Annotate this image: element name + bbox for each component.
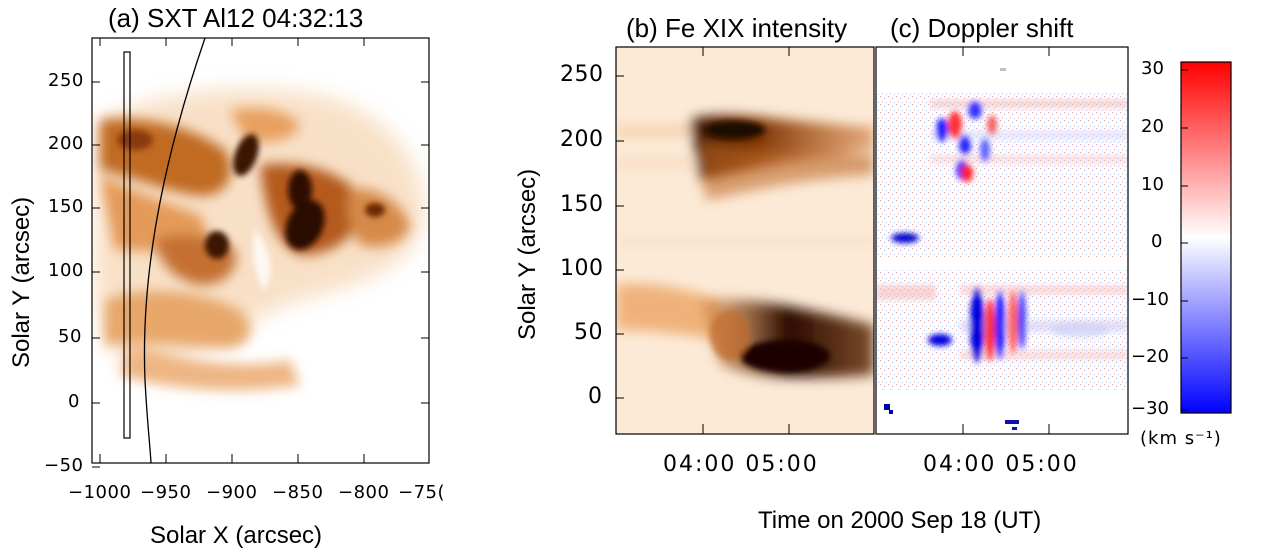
solar-limb-arc xyxy=(143,37,206,464)
panel-c-ticks xyxy=(962,47,1050,434)
colorbar-tick: 30 xyxy=(1141,58,1164,79)
panel-b-ylabel: Solar Y (arcsec) xyxy=(514,168,541,340)
panel-b-ytick: 250 xyxy=(560,62,604,87)
shared-xlabel: Time on 2000 Sep 18 (UT) xyxy=(758,507,1042,534)
colorbar-tick: 0 xyxy=(1151,231,1163,252)
panel-c-title: (c) Doppler shift xyxy=(890,13,1074,43)
slit-box xyxy=(123,51,131,439)
panel-a-ytick: 250 xyxy=(48,70,84,91)
panel-b-ytick: 50 xyxy=(574,320,603,345)
panel-a-xtick: −1000 xyxy=(68,482,132,503)
panel-a-ytick: −50 xyxy=(44,455,84,476)
colorbar-tick: −30 xyxy=(1131,398,1169,419)
panel-b-frame xyxy=(615,46,875,435)
panel-a-xtick: −75( xyxy=(398,482,446,503)
colorbar-gradient xyxy=(1181,62,1231,413)
panel-c-frame xyxy=(875,46,1129,435)
panel-b-ytick: 200 xyxy=(560,127,604,152)
panel-a-title: (a) SXT Al12 04:32:13 xyxy=(108,3,364,33)
panel-b-ytick: 100 xyxy=(560,256,604,281)
panel-a-ticks xyxy=(92,38,429,468)
panel-c-image xyxy=(876,47,1128,434)
panel-b-title: (b) Fe XIX intensity xyxy=(626,13,848,43)
panel-b-image xyxy=(616,47,874,434)
colorbar-frame xyxy=(1180,61,1232,414)
panel-a-ytick: 50 xyxy=(58,326,82,347)
panel-b-time-ticks: 04:00 05:00 xyxy=(663,452,819,477)
panel-b-ytick: 0 xyxy=(588,384,603,409)
panel-a-image xyxy=(92,38,429,463)
panel-a-xtick: −850 xyxy=(272,482,324,503)
colorbar-tick: 10 xyxy=(1141,174,1164,195)
colorbar-tick: 20 xyxy=(1141,116,1164,137)
colorbar-tick: −10 xyxy=(1131,289,1169,310)
panel-a-ytick: 100 xyxy=(48,260,84,281)
panel-b-ytick: 150 xyxy=(560,192,604,217)
panel-a-xtick: −900 xyxy=(206,482,258,503)
colorbar-ticks xyxy=(1181,69,1188,411)
colorbar-tick: −20 xyxy=(1131,346,1169,367)
colorbar-unit: (km s⁻¹) xyxy=(1140,428,1222,449)
panel-b-ticks xyxy=(616,47,790,434)
panel-a-frame xyxy=(91,37,430,464)
panel-a-ytick: 200 xyxy=(48,133,84,154)
panel-a-ylabel: Solar Y (arcsec) xyxy=(8,196,35,368)
panel-c-time-ticks: 04:00 05:00 xyxy=(923,452,1079,477)
panel-a-ytick: 150 xyxy=(48,196,84,217)
panel-a-xtick: −800 xyxy=(338,482,390,503)
panel-a-ytick: 0 xyxy=(68,391,80,412)
panel-a-xlabel: Solar X (arcsec) xyxy=(150,522,323,549)
panel-a-xtick: −950 xyxy=(140,482,192,503)
